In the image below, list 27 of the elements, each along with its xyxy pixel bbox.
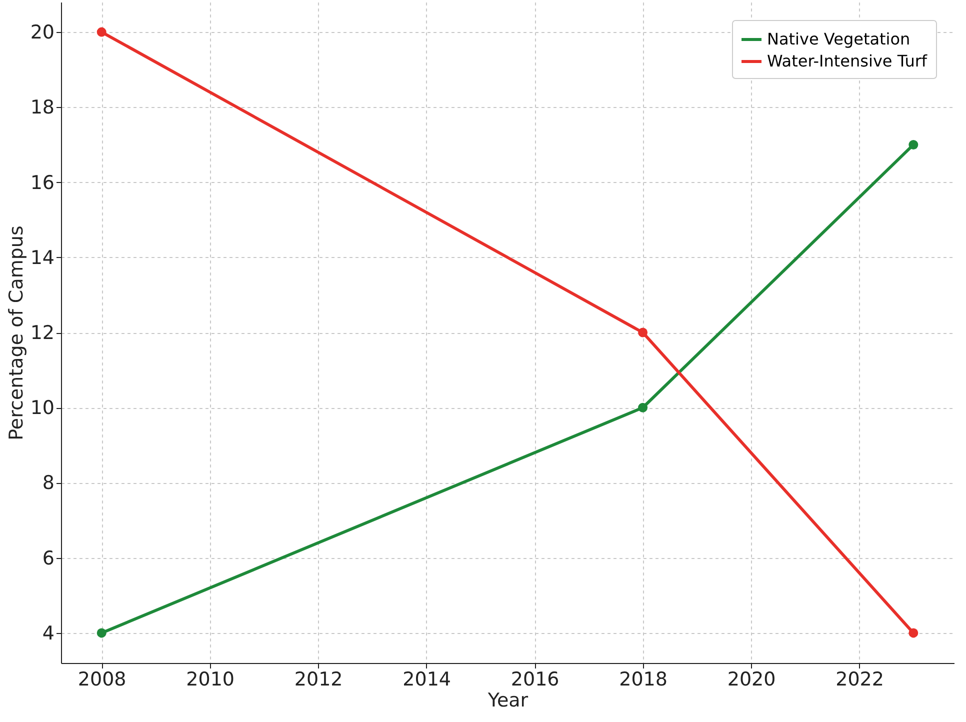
- y-tick-label: 4: [42, 622, 54, 644]
- legend-label: Water-Intensive Turf: [767, 52, 928, 70]
- point: [638, 328, 648, 338]
- y-tick-label: 8: [42, 472, 54, 494]
- x-tick-label: 2022: [836, 668, 884, 690]
- y-tick-label: 20: [30, 22, 54, 44]
- y-axis-title: Percentage of Campus: [5, 226, 28, 440]
- y-tick-label: 18: [30, 96, 54, 119]
- x-tick-label: 2014: [402, 668, 451, 690]
- point: [908, 628, 918, 638]
- x-axis-title: Year: [486, 690, 528, 712]
- y-tick-label: 10: [30, 397, 54, 420]
- legend-label: Native Vegetation: [767, 30, 910, 48]
- point: [638, 402, 648, 412]
- x-tick-label: 2012: [294, 668, 343, 690]
- y-tick-label: 16: [30, 172, 54, 194]
- y-tick-label: 6: [42, 547, 54, 570]
- x-tick-label: 2008: [78, 668, 126, 690]
- y-tick-label: 12: [30, 322, 54, 344]
- point: [96, 27, 106, 37]
- y-tick-label: 14: [30, 246, 54, 269]
- x-tick-label: 2020: [727, 668, 776, 690]
- x-tick-label: 2010: [186, 668, 235, 690]
- x-tick-label: 2018: [619, 668, 668, 690]
- point: [908, 140, 918, 150]
- x-tick-label: 2016: [510, 668, 560, 690]
- point: [96, 628, 106, 638]
